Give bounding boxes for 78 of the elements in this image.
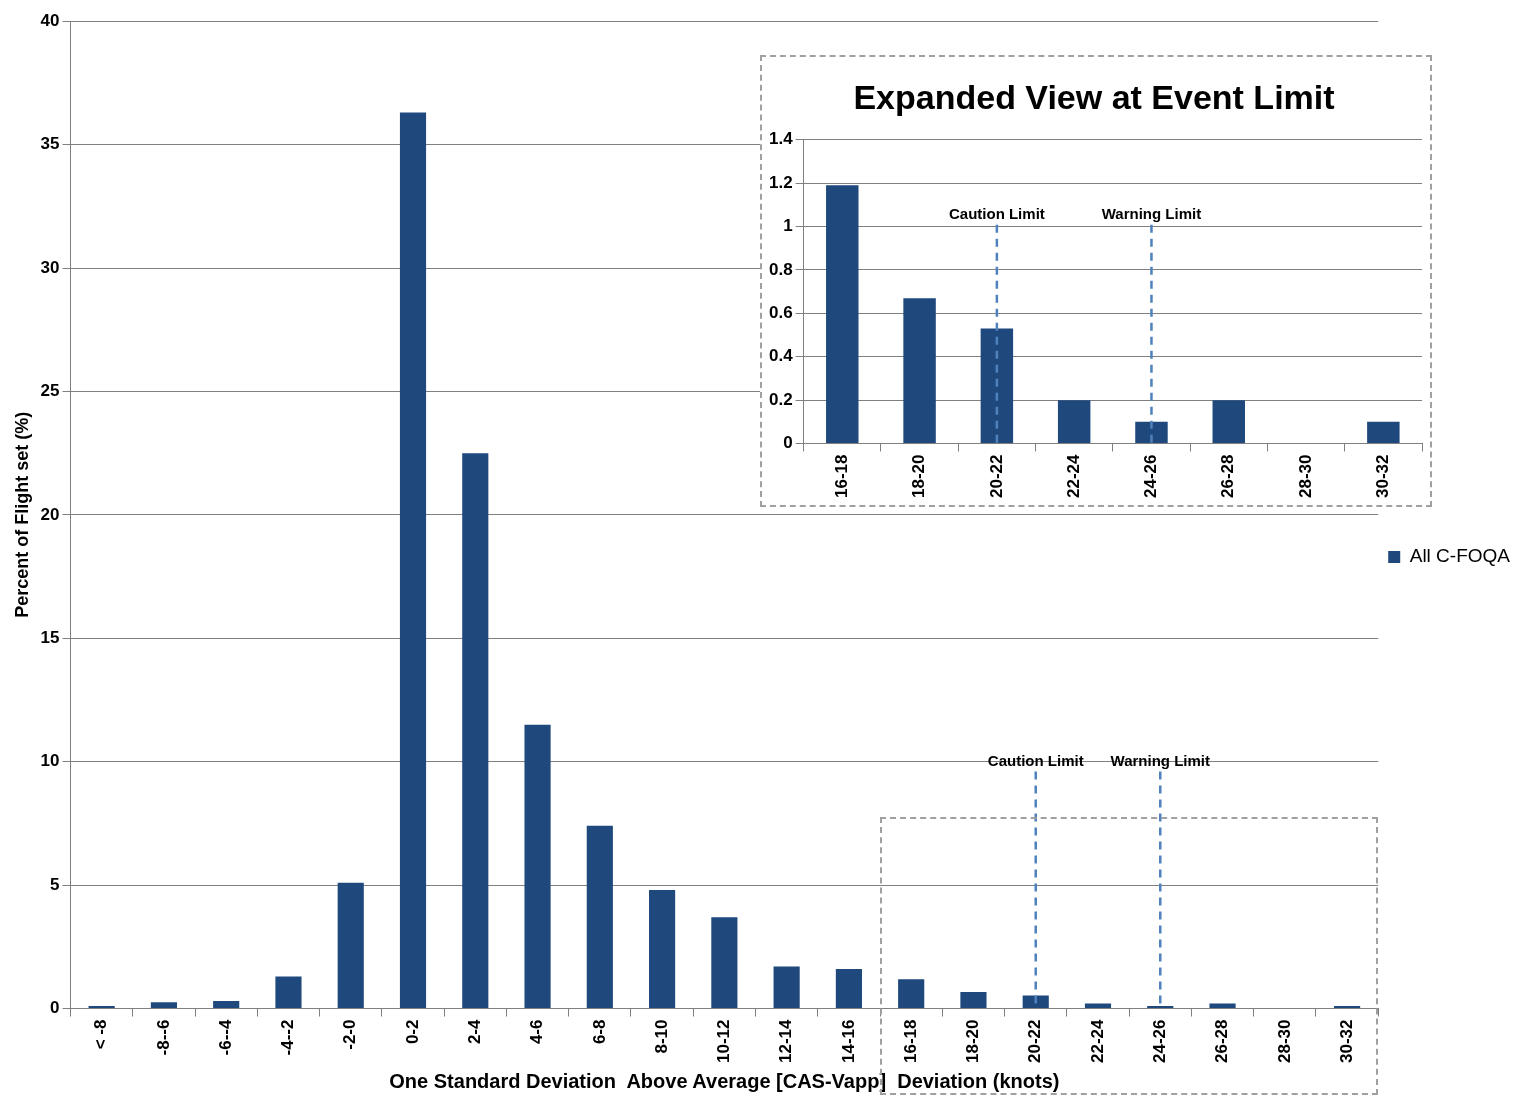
y-tick-label: 0	[783, 433, 793, 453]
x-tick-label: 20-22	[1025, 1019, 1045, 1063]
ref-line-label: Warning Limit	[1110, 752, 1210, 770]
bar	[960, 991, 987, 1009]
bar	[826, 185, 859, 444]
bar	[835, 969, 862, 1009]
x-tick-label: 6-8	[589, 1019, 609, 1045]
x-tick-label: 14-16	[838, 1019, 858, 1063]
bar	[711, 917, 738, 1009]
x-tick-label: 30-32	[1373, 454, 1393, 498]
bar	[903, 298, 936, 444]
x-tick-label: 16-18	[900, 1019, 920, 1063]
x-tick-label: 22-24	[1087, 1018, 1107, 1063]
y-tick-label: 0.4	[768, 346, 794, 366]
y-tick-label: 15	[40, 627, 60, 647]
ref-line-label: Caution Limit	[948, 205, 1045, 223]
x-tick-label: 2-4	[464, 1018, 484, 1045]
bar	[1022, 995, 1049, 1009]
bar	[649, 890, 676, 1009]
x-tick-label: 10-12	[714, 1019, 734, 1063]
y-tick-label: 0	[50, 998, 60, 1018]
y-tick-label: 1.2	[768, 172, 793, 192]
x-tick-label: 0-2	[402, 1019, 422, 1045]
y-tick-label: 20	[40, 504, 60, 524]
y-tick-label: 0.6	[768, 303, 793, 323]
y-tick-label: 40	[40, 10, 60, 30]
x-tick-label: -4--2	[278, 1019, 298, 1056]
bar	[1084, 1003, 1112, 1009]
x-tick-label: 26-28	[1212, 1019, 1232, 1063]
bar	[275, 976, 302, 1009]
y-axis-title: Percent of Flight set (%)	[11, 411, 32, 618]
x-tick-label: 4-6	[527, 1019, 547, 1045]
y-tick-label: 5	[50, 874, 60, 894]
x-tick-label: 18-20	[963, 1019, 983, 1063]
x-tick-label: 28-30	[1274, 1019, 1294, 1063]
x-tick-label: 24-26	[1149, 1019, 1169, 1063]
chart-title: Expanded View at Event Limit	[853, 77, 1335, 116]
bar	[1212, 400, 1245, 444]
x-tick-label: 20-22	[986, 454, 1006, 498]
x-tick-label: 26-28	[1218, 454, 1238, 498]
bar	[1209, 1003, 1236, 1009]
bar	[1135, 421, 1168, 444]
y-tick-label: 0.2	[768, 389, 793, 409]
y-tick-label: 25	[40, 381, 60, 401]
x-tick-label: 30-32	[1336, 1019, 1356, 1063]
bar	[337, 882, 364, 1009]
bar	[1057, 400, 1091, 444]
x-tick-label: 12-14	[776, 1018, 796, 1063]
y-tick-label: 1.4	[768, 129, 794, 149]
bar	[213, 1001, 240, 1009]
x-tick-label: -8--6	[153, 1019, 173, 1056]
y-tick-label: 10	[40, 751, 60, 771]
y-tick-label: 30	[40, 257, 60, 277]
y-tick-label: 1	[783, 216, 793, 236]
x-tick-label: 22-24	[1063, 453, 1083, 498]
bar	[462, 453, 489, 1009]
x-tick-label: 16-18	[831, 454, 851, 498]
bar	[399, 112, 427, 1009]
y-tick-label: 35	[40, 134, 60, 154]
bar	[898, 979, 925, 1009]
x-tick-label: < -8	[91, 1019, 111, 1050]
x-tick-label: 28-30	[1295, 454, 1315, 498]
x-tick-label: -6--4	[215, 1018, 235, 1056]
bar	[1367, 421, 1400, 444]
y-tick-label: 0.8	[768, 259, 793, 279]
x-tick-label: 24-26	[1141, 454, 1161, 498]
x-tick-label: -2-0	[340, 1019, 360, 1050]
bar	[150, 1002, 177, 1009]
x-tick-label: 18-20	[909, 454, 929, 498]
bar	[524, 724, 551, 1009]
bar	[980, 328, 1014, 444]
bar	[586, 825, 613, 1009]
ref-line-label: Caution Limit	[987, 752, 1084, 770]
bar	[773, 966, 800, 1009]
x-axis-title: One Standard Deviation Above Average [CAS-Vapp] Deviation (knots)	[389, 1069, 1060, 1092]
x-tick-label: 8-10	[651, 1019, 671, 1054]
legend-label: All C-FOQA	[1409, 545, 1511, 567]
ref-line-label: Warning Limit	[1101, 205, 1202, 223]
